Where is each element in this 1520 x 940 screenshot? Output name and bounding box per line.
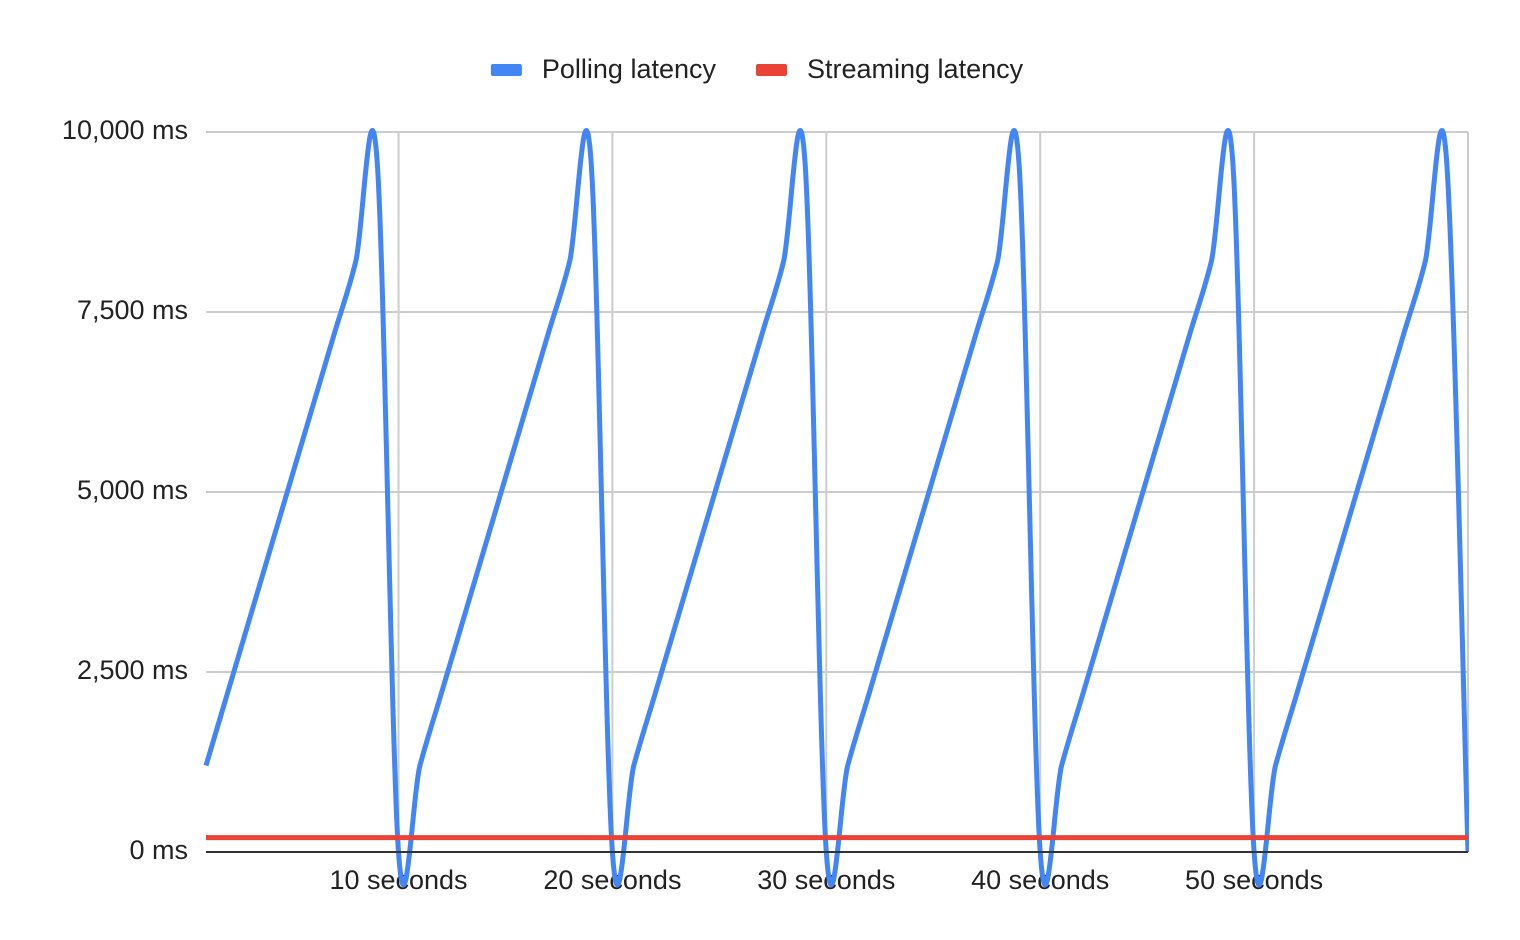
legend-swatch <box>490 64 522 76</box>
y-tick-label: 10,000 ms <box>62 115 188 145</box>
plot-mask <box>1469 0 1520 940</box>
y-tick-label: 7,500 ms <box>77 295 188 325</box>
legend-label: Polling latency <box>542 54 717 84</box>
legend-label: Streaming latency <box>807 54 1024 84</box>
legend-swatch <box>756 64 787 76</box>
series-line <box>203 128 1471 888</box>
y-tick-label: 5,000 ms <box>77 475 188 505</box>
y-tick-label: 0 ms <box>129 835 188 865</box>
y-tick-label: 2,500 ms <box>77 655 188 685</box>
